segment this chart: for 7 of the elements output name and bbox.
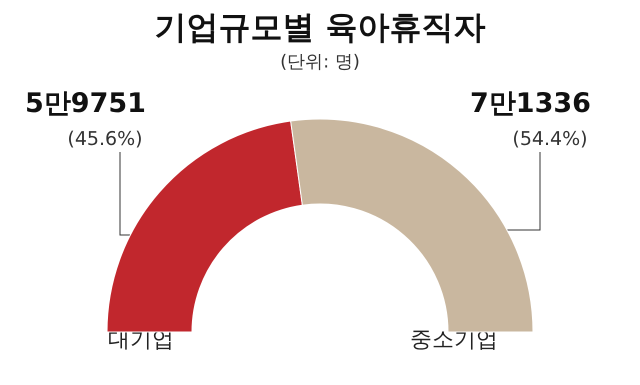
chart-title: 기업규모별 육아휴직자: [154, 8, 486, 46]
text: 5만9751: [25, 88, 146, 119]
data-label: (45.6%): [67, 128, 143, 150]
slice-label: 중소기업: [410, 328, 498, 352]
data-label: (54.4%): [512, 128, 588, 150]
text: 7만1336: [470, 88, 591, 119]
chart-subtitle: (단위: 명): [280, 52, 360, 72]
